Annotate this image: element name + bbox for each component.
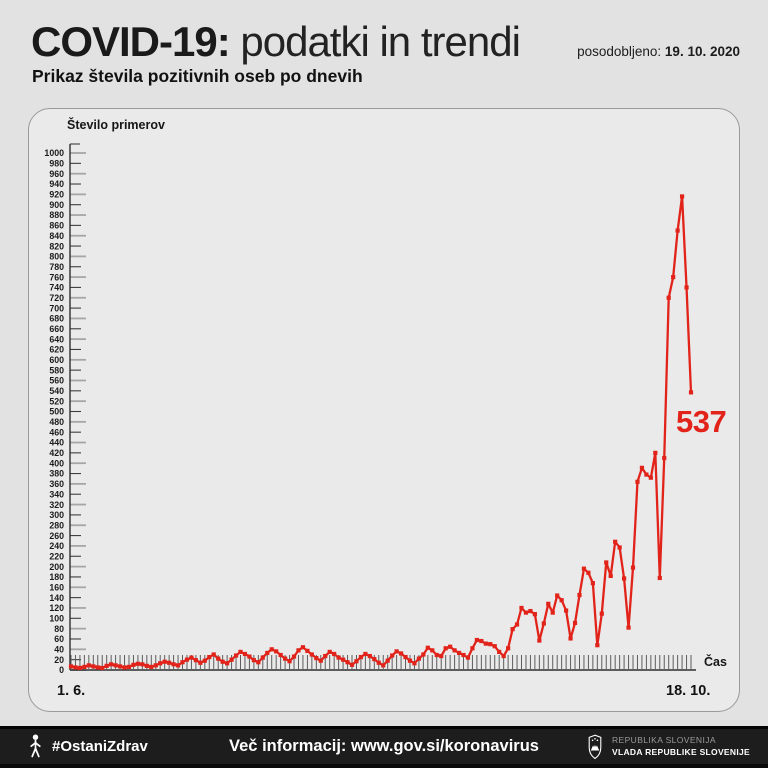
chart-subtitle: Prikaz števila pozitivnih oseb po dnevih bbox=[32, 66, 363, 86]
svg-text:140: 140 bbox=[49, 593, 64, 603]
svg-text:460: 460 bbox=[49, 427, 64, 437]
svg-text:380: 380 bbox=[49, 469, 64, 479]
svg-text:120: 120 bbox=[49, 603, 64, 613]
hashtag-label: #OstaniZdrav bbox=[52, 738, 148, 755]
svg-text:260: 260 bbox=[49, 531, 64, 541]
svg-text:620: 620 bbox=[49, 345, 64, 355]
svg-text:320: 320 bbox=[49, 500, 64, 510]
coat-of-arms-icon bbox=[588, 734, 602, 759]
svg-text:520: 520 bbox=[49, 396, 64, 406]
svg-text:500: 500 bbox=[49, 407, 64, 417]
svg-text:560: 560 bbox=[49, 376, 64, 386]
svg-text:980: 980 bbox=[49, 159, 64, 169]
svg-text:200: 200 bbox=[49, 562, 64, 572]
svg-text:160: 160 bbox=[49, 582, 64, 592]
x-axis-title: Čas bbox=[704, 655, 727, 669]
svg-text:40: 40 bbox=[54, 645, 64, 655]
updated-date: posodobljeno: 19. 10. 2020 bbox=[577, 44, 740, 59]
svg-text:660: 660 bbox=[49, 324, 64, 334]
svg-text:340: 340 bbox=[49, 489, 64, 499]
svg-text:880: 880 bbox=[49, 210, 64, 220]
svg-text:740: 740 bbox=[49, 283, 64, 293]
svg-text:640: 640 bbox=[49, 334, 64, 344]
footer-gov-logo: REPUBLIKA SLOVENIJA VLADA REPUBLIKE SLOV… bbox=[588, 734, 750, 760]
svg-text:60: 60 bbox=[54, 634, 64, 644]
svg-text:800: 800 bbox=[49, 252, 64, 262]
svg-text:20: 20 bbox=[54, 655, 64, 665]
footer-left: #OstaniZdrav bbox=[28, 734, 148, 759]
svg-text:760: 760 bbox=[49, 272, 64, 282]
svg-text:700: 700 bbox=[49, 303, 64, 313]
svg-text:220: 220 bbox=[49, 551, 64, 561]
page-title: COVID-19: podatki in trendi bbox=[31, 18, 521, 66]
updated-value: 19. 10. 2020 bbox=[664, 44, 740, 59]
svg-text:580: 580 bbox=[49, 365, 64, 375]
y-axis-title: Število primerov bbox=[67, 118, 165, 132]
svg-text:280: 280 bbox=[49, 520, 64, 530]
svg-text:600: 600 bbox=[49, 355, 64, 365]
svg-text:480: 480 bbox=[49, 417, 64, 427]
updated-label: posodobljeno: bbox=[577, 44, 665, 59]
footer-info: Več informacij: www.gov.si/koronavirus bbox=[229, 737, 539, 755]
svg-text:400: 400 bbox=[49, 458, 64, 468]
chart-card: Število primerov 0 20 40 60 80 100 120 140 160 18… bbox=[28, 108, 740, 712]
chart-canvas: 0204060801001201401601802002202402602803… bbox=[44, 143, 696, 675]
svg-text:300: 300 bbox=[49, 510, 64, 520]
svg-text:540: 540 bbox=[49, 386, 64, 396]
svg-text:1000: 1000 bbox=[44, 148, 64, 158]
gov-republic-label: REPUBLIKA SLOVENIJA bbox=[611, 735, 716, 746]
svg-text:0: 0 bbox=[59, 665, 64, 675]
svg-text:360: 360 bbox=[49, 479, 64, 489]
svg-text:820: 820 bbox=[49, 241, 64, 251]
svg-text:900: 900 bbox=[49, 200, 64, 210]
gov-government-label: VLADA REPUBLIKE SLOVENIJE bbox=[611, 746, 750, 757]
x-axis-end-label: 18. 10. bbox=[666, 683, 711, 699]
stick-figure-icon bbox=[30, 734, 41, 758]
svg-text:440: 440 bbox=[49, 438, 64, 448]
svg-text:920: 920 bbox=[49, 190, 64, 200]
svg-text:960: 960 bbox=[49, 169, 64, 179]
svg-text:720: 720 bbox=[49, 293, 64, 303]
svg-text:240: 240 bbox=[49, 541, 64, 551]
latest-value-annotation: 537 bbox=[676, 404, 727, 439]
svg-text:780: 780 bbox=[49, 262, 64, 272]
svg-text:680: 680 bbox=[49, 314, 64, 324]
svg-text:100: 100 bbox=[49, 614, 64, 624]
svg-text:940: 940 bbox=[49, 179, 64, 189]
svg-text:180: 180 bbox=[49, 572, 64, 582]
gov-text: REPUBLIKA SLOVENIJA VLADA REPUBLIKE SLOV… bbox=[612, 735, 750, 758]
svg-text:420: 420 bbox=[49, 448, 64, 458]
svg-text:80: 80 bbox=[54, 624, 64, 634]
svg-text:840: 840 bbox=[49, 231, 64, 241]
svg-text:860: 860 bbox=[49, 221, 64, 231]
page-title-bold: COVID-19: bbox=[31, 18, 231, 65]
page-title-rest: podatki in trendi bbox=[229, 18, 521, 65]
footer-bar: #OstaniZdrav Več informacij: www.gov.si/… bbox=[0, 726, 768, 768]
x-axis-start-label: 1. 6. bbox=[57, 683, 86, 699]
